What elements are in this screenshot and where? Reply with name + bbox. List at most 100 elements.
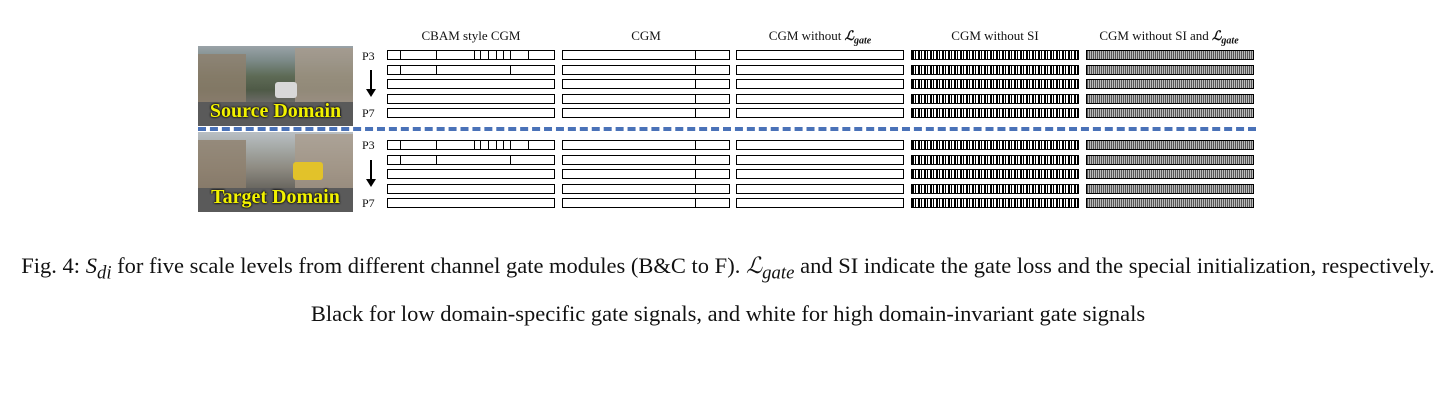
- gate-bar: [562, 50, 730, 60]
- gate-tick: [436, 141, 437, 149]
- gate-tick: [695, 155, 696, 164]
- gate-tick: [480, 51, 481, 59]
- gate-tick: [480, 141, 481, 149]
- gate-bar: [736, 93, 904, 104]
- gate-bar: [387, 169, 555, 179]
- gate-tick: [510, 51, 511, 59]
- gate-bar: [1086, 169, 1254, 179]
- gate-tick: [474, 51, 475, 59]
- target-domain-label: Target Domain: [211, 186, 340, 208]
- gate-bar: [736, 50, 904, 60]
- gate-bar: [736, 140, 904, 150]
- gate-bar: [736, 64, 904, 75]
- gate-bar: [1086, 140, 1254, 150]
- gate-bar: [911, 64, 1079, 75]
- gate-tick: [400, 65, 401, 74]
- gate-tick: [528, 141, 529, 149]
- gate-bar: [1086, 93, 1254, 104]
- gate-tick: [488, 141, 489, 149]
- column-title-cbam: CBAM style CGM: [421, 28, 521, 43]
- gate-tick: [496, 141, 497, 149]
- gate-tick: [695, 141, 696, 149]
- column-title-cgm-without-lgate: CGM without ℒgate: [768, 28, 872, 47]
- gate-bar: [736, 154, 904, 165]
- gate-bar: [562, 108, 730, 118]
- gate-tick: [695, 199, 696, 207]
- gate-bar: [387, 79, 555, 89]
- target-level-top: P3: [362, 138, 375, 152]
- column-title-cgm-without-si: CGM without SI: [951, 28, 1039, 43]
- gate-tick: [436, 65, 437, 74]
- gate-bar: [562, 93, 730, 104]
- figure-caption: Fig. 4: Sdi for five scale levels from d…: [21, 253, 1435, 326]
- source-domain-image: Source Domain: [198, 46, 353, 126]
- gate-bar: [1086, 79, 1254, 89]
- column-title-cgm-without-si-and-lgate: CGM without SI and ℒgate: [1099, 28, 1239, 47]
- gate-bar: [736, 183, 904, 194]
- gate-bar: [911, 140, 1079, 150]
- gate-tick: [436, 51, 437, 59]
- gate-tick: [503, 141, 504, 149]
- gate-tick: [400, 51, 401, 59]
- gate-bar: [1086, 50, 1254, 60]
- gate-tick: [510, 65, 511, 74]
- gate-tick: [510, 155, 511, 164]
- gate-tick: [695, 65, 696, 74]
- gate-bar: [911, 108, 1079, 118]
- gate-bar: [1086, 64, 1254, 75]
- gate-bar: [911, 79, 1079, 89]
- gate-bar: [911, 154, 1079, 165]
- gate-bar: [387, 154, 555, 165]
- gate-tick: [695, 80, 696, 88]
- gate-bar: [387, 140, 555, 150]
- gate-tick: [695, 184, 696, 193]
- gate-tick: [528, 51, 529, 59]
- gate-bar: [736, 79, 904, 89]
- gate-bar: [562, 154, 730, 165]
- gate-bar: [1086, 198, 1254, 208]
- gate-tick: [496, 51, 497, 59]
- target-level-bottom: P7: [362, 196, 375, 210]
- gate-tick: [503, 51, 504, 59]
- gate-bar: [562, 140, 730, 150]
- source-domain-label: Source Domain: [209, 100, 342, 122]
- gate-bar: [911, 93, 1079, 104]
- gate-bar: [387, 198, 555, 208]
- source-arrow-head: [366, 89, 376, 97]
- gate-tick: [436, 155, 437, 164]
- gate-bar: [911, 169, 1079, 179]
- gate-bar: [387, 108, 555, 118]
- gate-tick: [400, 141, 401, 149]
- gate-bar: [911, 183, 1079, 194]
- gate-tick: [695, 94, 696, 103]
- target-domain-image: Target Domain: [198, 132, 353, 212]
- gate-bar: [562, 79, 730, 89]
- gate-bar: [562, 183, 730, 194]
- gate-bar: [562, 169, 730, 179]
- gate-bar: [387, 183, 555, 194]
- gate-tick: [488, 51, 489, 59]
- gate-bar: [562, 64, 730, 75]
- gate-tick: [695, 109, 696, 117]
- target-arrow: [370, 160, 372, 180]
- column-title-cgm: CGM: [631, 28, 661, 43]
- gate-tick: [400, 155, 401, 164]
- gate-bar: [736, 198, 904, 208]
- source-level-bottom: P7: [362, 106, 375, 120]
- domain-divider: [198, 127, 1256, 131]
- gate-tick: [695, 170, 696, 178]
- gate-bar: [1086, 108, 1254, 118]
- gate-tick: [510, 141, 511, 149]
- gate-bar: [736, 108, 904, 118]
- target-arrow-head: [366, 179, 376, 187]
- source-level-top: P3: [362, 49, 375, 63]
- gate-bar: [562, 198, 730, 208]
- gate-bar: [911, 198, 1079, 208]
- gate-bar: [736, 169, 904, 179]
- gate-bar: [387, 50, 555, 60]
- gate-bar: [387, 93, 555, 104]
- gate-bar: [1086, 154, 1254, 165]
- gate-bar: [387, 64, 555, 75]
- gate-tick: [695, 51, 696, 59]
- gate-bar: [1086, 183, 1254, 194]
